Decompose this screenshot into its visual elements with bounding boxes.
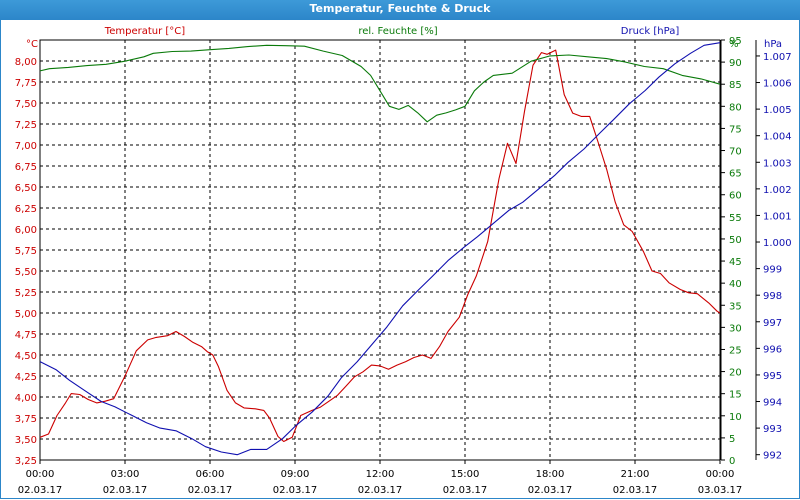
y-right-tick-label: 1.001 [763,211,792,222]
series-line-temperature [39,49,721,443]
y-middle-tick-label: 95 [729,36,742,47]
y-middle-tick-label: 80 [729,102,742,113]
y-middle-tick-label: 70 [729,147,742,158]
y-middle-tick-label: 25 [729,345,742,356]
y-right-tick-label: 995 [763,371,782,382]
x-tick-label-time: 09:00 [281,469,310,480]
y-middle-tick-label: 65 [729,169,742,180]
x-tick-label-date: 03.03.17 [698,485,743,496]
y-left-tick-label: 7,00 [15,141,37,152]
y-left-tick-label: 6,75 [15,162,37,173]
y-right-tick-label: 992 [763,451,782,462]
y-left-tick-label: 4,75 [15,330,37,341]
window-title: Temperatur, Feuchte & Druck [0,0,800,20]
y-middle-tick-label: 15 [729,390,742,401]
series-line-humidity [39,44,721,123]
y-left-tick-label: 3,75 [15,414,37,425]
x-tick-label-date: 02.03.17 [613,485,658,496]
y-middle-tick-label: 85 [729,80,742,91]
x-tick-label-time: 18:00 [536,469,565,480]
x-tick-label-time: 12:00 [366,469,395,480]
series-label-temperature: Temperatur [°C] [104,26,185,37]
y-left-tick-label: 7,50 [15,99,37,110]
y-right-tick-label: 997 [763,318,782,329]
y-middle-tick-label: 10 [729,412,742,423]
y-middle-tick-label: 55 [729,213,742,224]
y-left-tick-label: 6,00 [15,225,37,236]
y-right-tick-label: 1.000 [763,238,792,249]
y-left-tick-label: 5,75 [15,246,37,257]
y-middle-tick-label: 40 [729,279,742,290]
y-right-tick-label: 1.004 [763,132,792,143]
y-right-tick-label: 993 [763,424,782,435]
x-tick-label-date: 02.03.17 [273,485,318,496]
y-right-tick-label: 996 [763,344,782,355]
x-tick-label-time: 21:00 [621,469,650,480]
x-tick-label-date: 02.03.17 [443,485,488,496]
y-middle-tick-label: 45 [729,257,742,268]
x-tick-label-time: 00:00 [706,469,735,480]
y-left-tick-label: 4,00 [15,393,37,404]
y-left-tick-label: 7,75 [15,78,37,89]
x-tick-label-date: 02.03.17 [103,485,148,496]
y-left-tick-label: 6,50 [15,183,37,194]
y-right-tick-label: 998 [763,291,782,302]
x-tick-label-date: 02.03.17 [18,485,63,496]
y-right-tick-label: 1.002 [763,185,792,196]
x-tick-label-time: 03:00 [111,469,140,480]
series-line-pressure [39,42,721,456]
y-left-tick-label: 5,25 [15,288,37,299]
x-tick-label-time: 06:00 [196,469,225,480]
y-middle-unit: % [729,39,739,50]
y-right-tick-label: 1.007 [763,52,792,63]
x-tick-label-date: 02.03.17 [188,485,233,496]
y-middle-tick-label: 60 [729,191,742,202]
y-left-tick-label: 3,25 [15,456,37,467]
x-tick-label-time: 15:00 [451,469,480,480]
y-left-tick-label: 3,50 [15,435,37,446]
series-label-humidity: rel. Feuchte [%] [358,26,437,37]
x-tick-label-date: 02.03.17 [528,485,573,496]
y-right-tick-label: 1.003 [763,158,792,169]
y-left-tick-label: 4,50 [15,351,37,362]
y-middle-tick-label: 0 [729,456,735,467]
y-right-tick-label: 1.006 [763,79,792,90]
y-right-unit: hPa [764,39,782,50]
y-right-tick-label: 999 [763,265,782,276]
y-left-tick-label: 5,00 [15,309,37,320]
y-left-tick-label: 8,00 [15,57,37,68]
y-right-tick-label: 1.005 [763,105,792,116]
y-middle-tick-label: 20 [729,368,742,379]
y-left-tick-label: 6,25 [15,204,37,215]
y-middle-tick-label: 35 [729,301,742,312]
y-middle-tick-label: 90 [729,58,742,69]
y-middle-tick-label: 50 [729,235,742,246]
y-middle-tick-label: 5 [729,434,735,445]
y-left-unit: °C [26,39,38,50]
y-middle-tick-label: 30 [729,323,742,334]
y-middle-tick-label: 75 [729,124,742,135]
y-left-tick-label: 7,25 [15,120,37,131]
y-left-tick-label: 4,25 [15,372,37,383]
series-label-pressure: Druck [hPa] [621,26,680,37]
y-left-tick-label: 5,50 [15,267,37,278]
x-tick-label-date: 02.03.17 [358,485,403,496]
x-tick-label-time: 00:00 [26,469,55,480]
y-right-tick-label: 994 [763,398,782,409]
